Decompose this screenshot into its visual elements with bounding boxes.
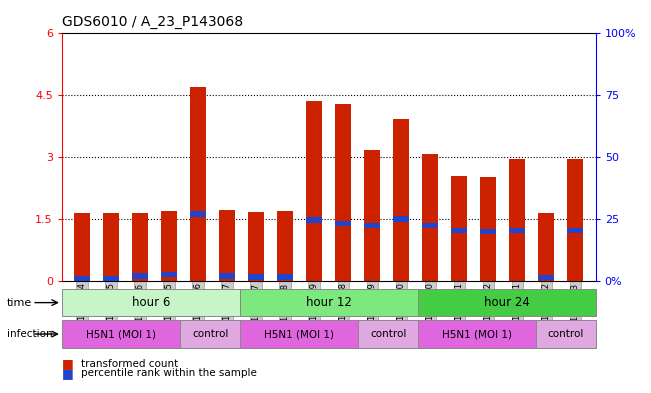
Text: hour 6: hour 6 [132, 296, 170, 309]
Bar [277, 274, 293, 279]
Bar [240, 320, 359, 348]
Bar [480, 177, 496, 281]
Bar [132, 213, 148, 281]
Bar [509, 228, 525, 233]
Text: H5N1 (MOI 1): H5N1 (MOI 1) [86, 329, 156, 339]
Bar [190, 87, 206, 281]
Text: transformed count: transformed count [81, 358, 178, 369]
Bar [277, 211, 293, 281]
Bar [365, 222, 380, 228]
Bar [365, 150, 380, 281]
Bar [568, 228, 583, 233]
Bar [161, 272, 177, 277]
Text: control: control [192, 329, 229, 339]
Bar [190, 211, 206, 217]
Text: percentile rank within the sample: percentile rank within the sample [81, 368, 257, 378]
Bar [451, 228, 467, 233]
Bar [335, 105, 352, 281]
Bar [393, 119, 409, 281]
Bar [306, 217, 322, 222]
Bar [480, 229, 496, 234]
Bar [180, 320, 240, 348]
Bar [161, 211, 177, 281]
Bar [509, 159, 525, 281]
Bar [538, 275, 554, 280]
Bar [240, 289, 418, 316]
Text: infection: infection [7, 329, 52, 339]
Text: H5N1 (MOI 1): H5N1 (MOI 1) [264, 329, 334, 339]
Bar [418, 289, 596, 316]
Bar [248, 212, 264, 281]
Bar [104, 213, 119, 281]
Text: H5N1 (MOI 1): H5N1 (MOI 1) [442, 329, 512, 339]
Bar [359, 320, 418, 348]
Bar [536, 320, 596, 348]
Bar [335, 220, 352, 226]
Bar [219, 210, 235, 281]
Text: ■: ■ [62, 357, 74, 370]
Text: GDS6010 / A_23_P143068: GDS6010 / A_23_P143068 [62, 15, 243, 29]
Text: control: control [548, 329, 584, 339]
Bar [422, 154, 438, 281]
Bar [248, 274, 264, 279]
Bar [418, 320, 536, 348]
Text: hour 24: hour 24 [484, 296, 530, 309]
Bar [62, 289, 240, 316]
Text: control: control [370, 329, 406, 339]
Bar [219, 274, 235, 279]
Bar [74, 213, 90, 281]
Bar [62, 320, 180, 348]
Bar [74, 276, 90, 282]
Bar [306, 101, 322, 281]
Bar [393, 217, 409, 222]
Bar [132, 274, 148, 279]
Text: ■: ■ [62, 367, 74, 380]
Text: hour 12: hour 12 [306, 296, 352, 309]
Bar [104, 276, 119, 282]
Bar [451, 176, 467, 281]
Bar [422, 222, 438, 228]
Bar [538, 213, 554, 281]
Bar [568, 159, 583, 281]
Text: time: time [7, 298, 32, 308]
